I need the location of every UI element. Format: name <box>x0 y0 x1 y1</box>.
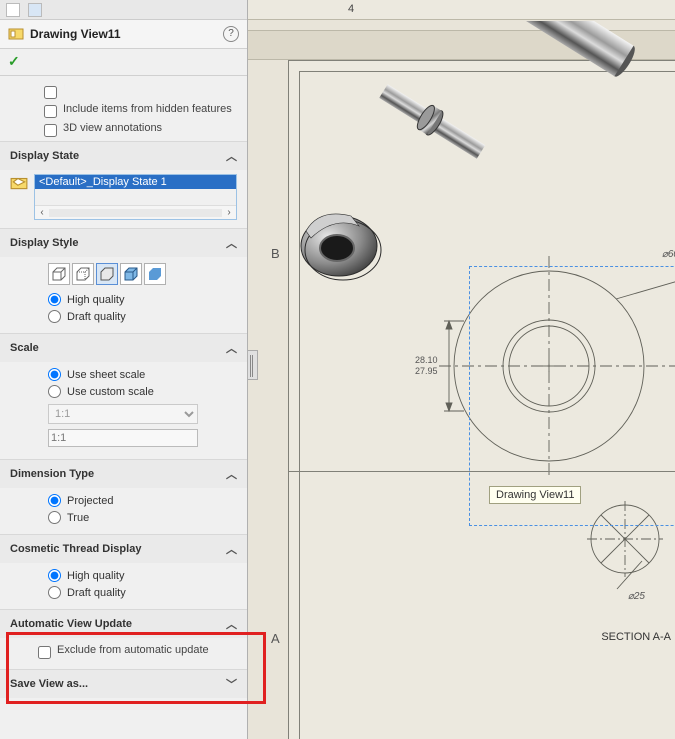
ruler-horizontal: 4 <box>248 0 675 20</box>
scale-dropdown[interactable]: 1:1 <box>48 404 198 424</box>
dummy-top-cb[interactable] <box>44 86 57 99</box>
style-hidden-removed-icon[interactable] <box>96 263 118 285</box>
drawing-canvas[interactable]: 4 B A <box>248 0 675 739</box>
section-aa-label: SECTION A-A <box>601 631 671 643</box>
3d-annotations-checkbox[interactable] <box>44 124 57 137</box>
display-state-list[interactable]: <Default>_Display State 1 ‹ › <box>34 174 237 220</box>
display-state-header[interactable]: Display State ︿ <box>0 142 247 170</box>
row-a-label: A <box>271 631 280 646</box>
help-icon[interactable]: ? <box>223 26 239 42</box>
use-sheet-scale-label: Use sheet scale <box>67 369 145 381</box>
display-state-icon <box>10 174 28 192</box>
view-tooltip: Drawing View11 <box>489 486 581 504</box>
style-wireframe-icon[interactable] <box>48 263 70 285</box>
use-sheet-scale-radio[interactable] <box>48 368 61 381</box>
use-custom-scale-radio[interactable] <box>48 385 61 398</box>
draft-quality-radio[interactable] <box>48 310 61 323</box>
chevron-up-icon: ︿ <box>226 466 237 482</box>
panel-title: Drawing View11 <box>30 27 223 41</box>
include-hidden-checkbox[interactable] <box>44 105 57 118</box>
dia60-callout: ⌀60 <box>662 249 675 260</box>
include-hidden-label: Include items from hidden features <box>63 103 232 117</box>
true-radio[interactable] <box>48 511 61 524</box>
scroll-left-icon[interactable]: ‹ <box>35 207 49 218</box>
3d-annotations-label: 3D view annotations <box>63 122 162 136</box>
style-shaded-icon[interactable] <box>144 263 166 285</box>
scale-input[interactable] <box>48 429 198 447</box>
projected-label: Projected <box>67 495 113 507</box>
panel-header: Drawing View11 ? <box>0 20 247 49</box>
display-style-header[interactable]: Display Style ︿ <box>0 229 247 257</box>
auto-view-update-header[interactable]: Automatic View Update ︿ <box>0 610 247 638</box>
chevron-up-icon: ︿ <box>226 148 237 164</box>
cosmetic-thread-header[interactable]: Cosmetic Thread Display ︿ <box>0 535 247 563</box>
dia25-callout: ⌀25 <box>628 591 645 602</box>
style-shaded-edges-icon[interactable] <box>120 263 142 285</box>
cosmetic-draft-quality-radio[interactable] <box>48 586 61 599</box>
drawing-sheet: B A <box>288 60 675 739</box>
confirm-row: ✓ <box>0 49 247 76</box>
ok-check-icon[interactable]: ✓ <box>8 53 20 69</box>
scroll-right-icon[interactable]: › <box>222 207 236 218</box>
chevron-up-icon: ︿ <box>226 340 237 356</box>
scale-header[interactable]: Scale ︿ <box>0 334 247 362</box>
cosmetic-high-quality-label: High quality <box>67 570 124 582</box>
dim-2795: 27.95 <box>415 366 438 376</box>
style-hidden-visible-icon[interactable] <box>72 263 94 285</box>
exclude-auto-update-label: Exclude from automatic update <box>57 644 209 658</box>
save-view-as-header[interactable]: Save View as... ﹀ <box>0 670 247 698</box>
high-quality-label: High quality <box>67 294 124 306</box>
display-state-item[interactable]: <Default>_Display State 1 <box>35 175 236 189</box>
cosmetic-high-quality-radio[interactable] <box>48 569 61 582</box>
use-custom-scale-label: Use custom scale <box>67 386 154 398</box>
high-quality-radio[interactable] <box>48 293 61 306</box>
true-label: True <box>67 512 89 524</box>
dimension-type-header[interactable]: Dimension Type ︿ <box>0 460 247 488</box>
drawing-view-icon <box>8 26 24 42</box>
chevron-up-icon: ︿ <box>226 235 237 251</box>
chevron-down-icon: ﹀ <box>226 676 237 692</box>
flyout-handle[interactable] <box>248 350 258 380</box>
cosmetic-draft-quality-label: Draft quality <box>67 587 126 599</box>
projected-radio[interactable] <box>48 494 61 507</box>
dim-2810: 28.10 <box>415 355 438 365</box>
column-label: 4 <box>348 3 354 15</box>
chevron-up-icon: ︿ <box>226 616 237 632</box>
chevron-up-icon: ︿ <box>226 541 237 557</box>
draft-quality-label: Draft quality <box>67 311 126 323</box>
exclude-auto-update-checkbox[interactable] <box>38 646 51 659</box>
